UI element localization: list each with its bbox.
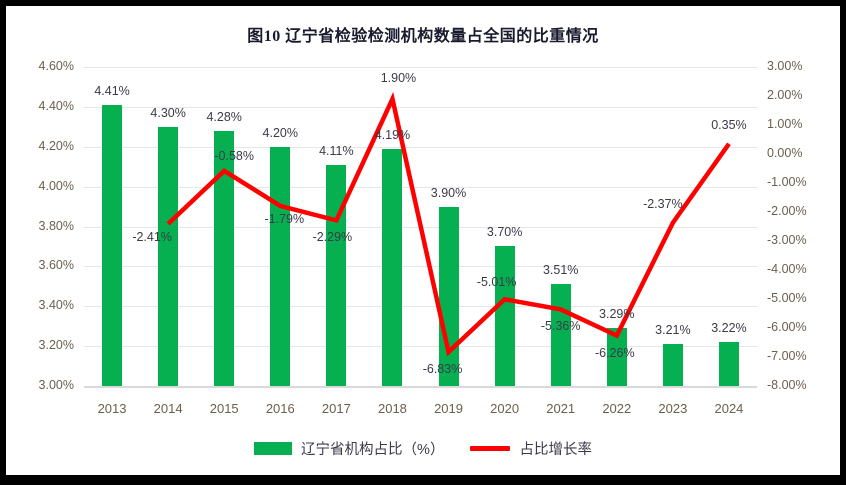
left-axis-tick: 3.20% — [38, 338, 74, 353]
line-value-label: -1.79% — [264, 211, 305, 226]
bar[interactable] — [718, 342, 739, 386]
right-axis-tick: -7.00% — [767, 349, 807, 363]
x-axis-tick: 2015 — [209, 401, 239, 416]
gridline — [84, 306, 757, 308]
bar-value-label: 4.41% — [94, 83, 130, 98]
line-value-label: -6.83% — [422, 362, 463, 377]
right-axis-tick: 1.00% — [767, 117, 803, 131]
growth-rate-line[interactable] — [166, 91, 731, 357]
bar-value-label: 3.90% — [430, 185, 467, 200]
gridline — [84, 346, 757, 348]
gridline — [84, 186, 757, 188]
bar-value-label: 4.28% — [206, 109, 242, 124]
bar[interactable] — [606, 328, 627, 386]
bar-value-label: 3.51% — [542, 263, 579, 278]
line-value-label: -5.36% — [540, 319, 581, 334]
line-value-label: 0.35% — [711, 117, 747, 132]
x-axis-tick: 2023 — [658, 401, 688, 416]
right-axis-tick: -2.00% — [767, 204, 807, 218]
x-axis-tick: 2020 — [490, 401, 520, 416]
page-title: 图10 辽宁省检验检测机构数量占全国的比重情况 — [247, 28, 599, 45]
gridline — [84, 386, 757, 388]
x-axis-tick: 2024 — [714, 401, 744, 416]
left-axis-tick: 4.00% — [38, 178, 74, 193]
bar-value-label: 3.29% — [599, 307, 635, 322]
right-axis-tick: -6.00% — [767, 320, 807, 334]
gridline — [84, 106, 757, 108]
left-axis-tick: 3.40% — [38, 298, 74, 313]
left-axis-tick: 3.60% — [38, 258, 74, 273]
line-value-label: -5.01% — [476, 275, 517, 290]
left-axis-tick: 3.00% — [38, 378, 74, 392]
line-value-label: -6.26% — [594, 345, 635, 360]
x-axis-tick: 2013 — [97, 401, 127, 416]
right-axis-tick: 3.00% — [767, 59, 803, 73]
line-value-label: -2.41% — [132, 229, 172, 244]
line-value-label: -2.29% — [312, 230, 353, 245]
bar[interactable] — [158, 126, 179, 386]
bar[interactable] — [494, 246, 515, 386]
line-value-label: -2.37% — [643, 196, 683, 211]
x-axis-tick: 2018 — [377, 401, 407, 416]
bar-swatch-icon — [254, 442, 293, 455]
right-axis-tick: 0.00% — [767, 146, 803, 160]
gridline — [84, 67, 757, 68]
legend-label-bar: 辽宁省机构占比（%） — [301, 442, 445, 458]
x-axis-tick: 2022 — [602, 401, 632, 416]
left-axis-tick: 4.60% — [38, 59, 74, 73]
plot-area: 4.41% 4.30% 4.28% 4.20% 4.11% 4.19% 3.90% 3.70%… — [84, 67, 757, 388]
legend: 辽宁省机构占比（%） 占比增长率 — [6, 438, 840, 459]
legend-item-line[interactable]: 占比增长率 — [470, 438, 592, 459]
bar-value-label: 4.11% — [319, 143, 354, 158]
right-axis-tick: -4.00% — [767, 262, 807, 276]
legend-item-bar[interactable]: 辽宁省机构占比（%） — [254, 438, 444, 459]
right-axis-tick: -5.00% — [767, 291, 807, 305]
bar[interactable] — [382, 148, 403, 386]
x-axis-tick: 2016 — [265, 401, 295, 416]
line-value-label: -0.58% — [214, 148, 254, 163]
bar-value-label: 4.19% — [374, 127, 411, 142]
legend-label-line: 占比增长率 — [519, 442, 592, 458]
right-axis-tick: -3.00% — [767, 233, 807, 247]
x-axis-tick: 2021 — [546, 401, 576, 416]
gridline — [84, 266, 757, 268]
bar-value-label: 3.21% — [655, 323, 691, 338]
gridline — [84, 146, 757, 148]
bar[interactable] — [438, 206, 459, 386]
bar-value-label: 3.22% — [711, 321, 747, 336]
bar[interactable] — [214, 130, 235, 386]
bar[interactable] — [662, 344, 683, 386]
right-axis-tick: -1.00% — [767, 175, 807, 189]
left-axis-tick: 4.20% — [38, 138, 74, 153]
right-axis-tick: -8.00% — [767, 378, 807, 392]
bar-value-label: 3.70% — [486, 225, 523, 240]
bar-value-label: 4.20% — [262, 125, 298, 140]
bar[interactable] — [102, 104, 123, 386]
line-series — [166, 91, 731, 357]
x-axis-tick: 2017 — [321, 401, 351, 416]
x-axis-tick: 2019 — [434, 401, 463, 416]
line-value-label: 1.90% — [380, 70, 417, 85]
bar-value-label: 4.30% — [150, 105, 186, 120]
right-axis-tick: 2.00% — [767, 88, 803, 102]
x-axis-tick: 2014 — [153, 401, 183, 416]
line-swatch-icon — [470, 446, 511, 451]
chart-canvas: 图10 辽宁省检验检测机构数量占全国的比重情况 4.41% 4.30% 4.28% 4… — [6, 6, 840, 475]
left-axis-tick: 4.40% — [38, 98, 74, 113]
left-axis-tick: 3.80% — [38, 218, 74, 233]
